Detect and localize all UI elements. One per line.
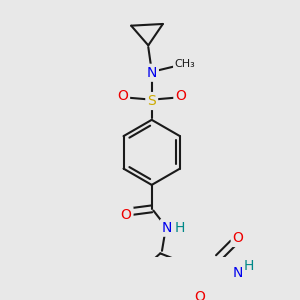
Text: H: H: [244, 259, 254, 273]
Text: O: O: [121, 208, 131, 222]
Text: O: O: [117, 89, 128, 103]
Text: N: N: [232, 266, 242, 280]
Text: O: O: [194, 290, 205, 300]
Text: S: S: [147, 94, 156, 108]
Text: H: H: [175, 221, 185, 235]
Text: CH₃: CH₃: [175, 59, 196, 69]
Text: N: N: [146, 66, 157, 80]
Text: O: O: [176, 89, 186, 103]
Text: O: O: [233, 231, 244, 245]
Text: N: N: [162, 221, 172, 235]
